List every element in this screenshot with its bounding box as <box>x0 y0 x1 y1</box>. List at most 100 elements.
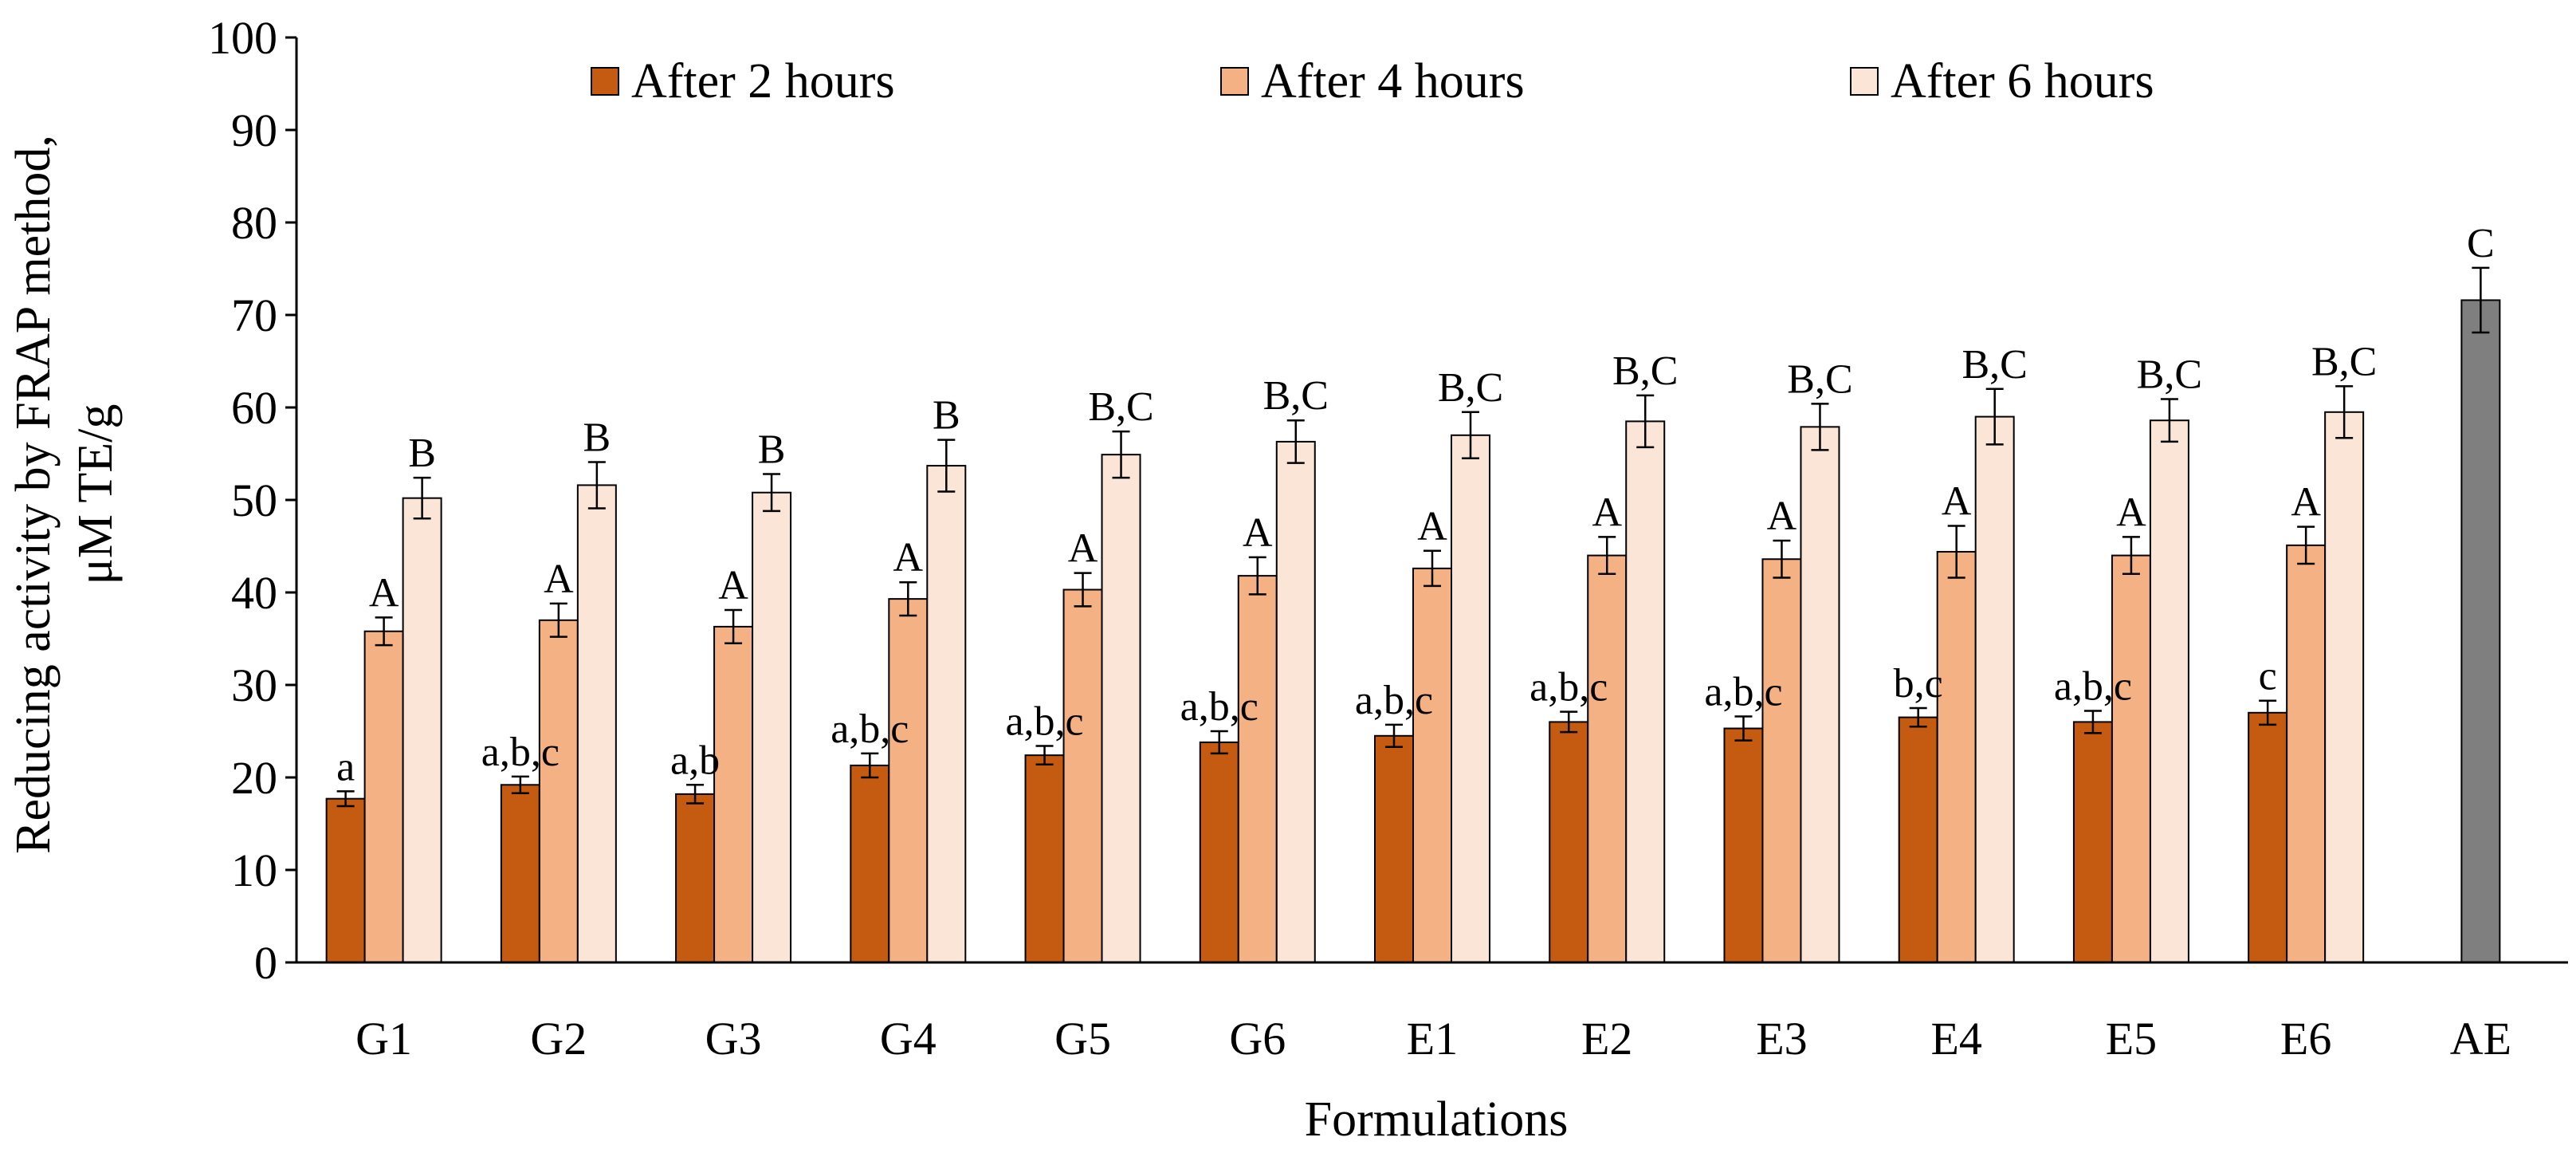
significance-label-after-2-hours-e3: a,b,c <box>1704 669 1782 714</box>
significance-labels: a a,b,c a,b a,b,c a,b,c a,b,c a,b,c a,b,c a,b,c b… <box>336 221 2495 790</box>
bar-after-2-hours-e6 <box>2248 711 2288 963</box>
significance-label-after-4-hours-g3: A <box>718 563 748 608</box>
significance-label-after-4-hours-g6: A <box>1243 510 1273 556</box>
y-tick-label: 90 <box>231 104 277 156</box>
y-tick-label: 40 <box>231 567 277 619</box>
significance-label-after-6-hours-g4: B <box>933 393 960 439</box>
bar-after-4-hours-e1 <box>1412 567 1452 964</box>
significance-label-after-2-hours-g3: a,b <box>670 738 720 783</box>
bar-after-6-hours-e6 <box>2324 411 2365 963</box>
x-tick-label-e3: E3 <box>1756 1013 1807 1064</box>
significance-label-after-2-hours-e4: b,c <box>1894 661 1943 706</box>
legend-item-after-4-hours: After 4 hours <box>1220 54 1525 108</box>
significance-label-after-6-hours-g3: B <box>758 427 786 473</box>
bar-after-4-hours-e3 <box>1761 558 1802 963</box>
bar-after-6-hours-e5 <box>2149 419 2189 963</box>
y-tick-label: 20 <box>231 752 277 804</box>
bar-after-2-hours-e4 <box>1898 716 1938 963</box>
bar-after-6-hours-g6 <box>1275 440 1316 963</box>
significance-label-after-6-hours-e5: B,C <box>2137 352 2202 398</box>
significance-label-after-2-hours-e5: a,b,c <box>2054 663 2132 709</box>
legend-swatch-after-4-hours <box>1220 67 1249 96</box>
bar-after-6-hours-g4 <box>926 465 967 963</box>
legend-label-after-2-hours: After 2 hours <box>631 54 895 108</box>
error-bars <box>336 266 2490 808</box>
x-tick-label-e2: E2 <box>1581 1013 1632 1064</box>
significance-label-after-4-hours-e1: A <box>1417 504 1447 549</box>
bar-after-2-hours-g4 <box>850 764 890 963</box>
y-tick-label: 70 <box>231 289 277 341</box>
x-tick-label-e5: E5 <box>2106 1013 2157 1064</box>
bar-after-2-hours-e5 <box>2072 721 2113 964</box>
significance-label-after-6-hours-e6: B,C <box>2311 339 2377 384</box>
y-tick-label: 0 <box>254 937 277 989</box>
bar-ae-ae <box>2460 299 2501 963</box>
x-axis-ticks: G1 G2 G3 G4 G5 G6 E1 E2 E3 E4 E5 E6 AE <box>355 1013 2511 1064</box>
bar-after-4-hours-e5 <box>2111 554 2151 963</box>
y-axis-title-line-1: Reducing activity by FRAP method, <box>6 135 61 854</box>
x-tick-label-g2: G2 <box>530 1013 587 1064</box>
y-tick-label: 100 <box>208 12 277 64</box>
x-tick-label-g5: G5 <box>1054 1013 1111 1064</box>
bar-after-2-hours-e2 <box>1549 721 1589 964</box>
significance-label-after-2-hours-g1: a <box>336 744 355 789</box>
bar-after-4-hours-g5 <box>1062 588 1103 964</box>
significance-label-after-4-hours-e6: A <box>2291 480 2321 525</box>
bar-after-6-hours-g3 <box>752 491 792 963</box>
significance-label-after-2-hours-e1: a,b,c <box>1355 678 1433 723</box>
significance-label-after-4-hours-g5: A <box>1068 526 1098 572</box>
bar-after-6-hours-e4 <box>1974 415 2015 963</box>
significance-label-after-4-hours-e2: A <box>1592 490 1622 535</box>
significance-label-after-6-hours-e3: B,C <box>1787 356 1852 402</box>
legend-label-after-4-hours: After 4 hours <box>1261 54 1525 108</box>
legend-swatch-after-6-hours <box>1850 67 1879 96</box>
significance-label-after-2-hours-e6: c <box>2259 654 2277 699</box>
bar-after-6-hours-g5 <box>1101 454 1141 963</box>
significance-label-after-6-hours-g1: B <box>408 431 436 476</box>
y-tick-label: 50 <box>231 474 277 526</box>
significance-label-after-6-hours-e4: B,C <box>1962 342 2028 388</box>
x-tick-label-g6: G6 <box>1229 1013 1286 1064</box>
significance-label-after-4-hours-g2: A <box>544 557 574 602</box>
legend-item-after-6-hours: After 6 hours <box>1850 54 2154 108</box>
significance-label-after-4-hours-e3: A <box>1767 494 1797 539</box>
bar-after-4-hours-e2 <box>1587 554 1628 963</box>
significance-label-after-2-hours-g4: a,b,c <box>831 706 909 752</box>
bar-after-4-hours-e6 <box>2286 544 2327 963</box>
bar-after-4-hours-g3 <box>713 625 754 963</box>
significance-label-after-2-hours-e2: a,b,c <box>1530 665 1608 710</box>
bar-after-2-hours-g3 <box>675 793 716 963</box>
bar-after-4-hours-e4 <box>1936 550 1977 963</box>
significance-label-after-4-hours-e4: A <box>1942 478 1972 524</box>
x-tick-label-g4: G4 <box>880 1013 937 1064</box>
x-tick-label-ae: AE <box>2450 1013 2511 1064</box>
bar-after-6-hours-g2 <box>576 484 617 963</box>
bar-after-4-hours-g6 <box>1237 575 1278 963</box>
bar-after-2-hours-g5 <box>1024 754 1065 963</box>
y-tick-label: 30 <box>231 659 277 711</box>
bar-after-6-hours-g1 <box>402 497 442 963</box>
x-tick-label-g3: G3 <box>705 1013 762 1064</box>
bar-after-2-hours-e3 <box>1723 727 1764 964</box>
x-tick-label-g1: G1 <box>355 1013 412 1064</box>
legend: After 2 hours After 4 hours After 6 hours <box>591 54 2154 108</box>
y-axis-ticks: 0 10 20 30 40 50 60 70 80 90 100 <box>208 12 296 989</box>
bar-after-2-hours-g1 <box>325 797 366 963</box>
significance-label-after-6-hours-e1: B,C <box>1438 365 1503 411</box>
bar-after-6-hours-e1 <box>1451 434 1490 963</box>
significance-label-after-6-hours-g2: B <box>583 415 611 460</box>
y-tick-label: 10 <box>231 844 277 896</box>
x-axis-title: Formulations <box>1305 1092 1569 1147</box>
x-tick-label-e4: E4 <box>1930 1013 1981 1064</box>
legend-swatch-after-2-hours <box>591 67 619 96</box>
significance-label-after-6-hours-g6: B,C <box>1263 373 1329 419</box>
legend-label-after-6-hours: After 6 hours <box>1891 54 2154 108</box>
significance-label-after-4-hours-g1: A <box>369 570 399 616</box>
x-tick-label-e6: E6 <box>2280 1013 2331 1064</box>
significance-label-after-4-hours-g4: A <box>893 535 924 580</box>
y-axis-title: Reducing activity by FRAP method, μM TE/… <box>6 135 123 854</box>
bar-after-6-hours-e2 <box>1625 420 1666 963</box>
bar-after-6-hours-e3 <box>1800 426 1840 963</box>
significance-label-ae-ae: C <box>2467 221 2495 266</box>
bar-after-2-hours-g2 <box>500 784 540 964</box>
